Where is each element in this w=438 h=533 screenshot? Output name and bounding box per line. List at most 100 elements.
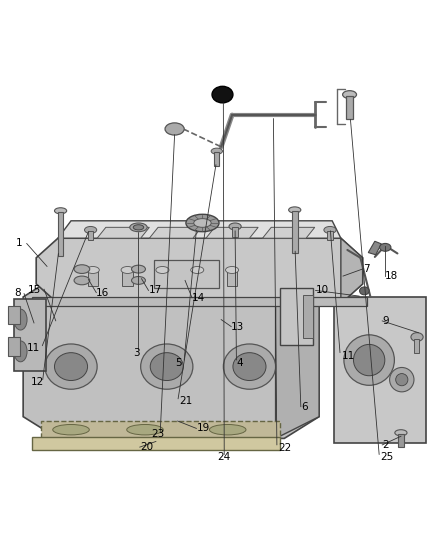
Ellipse shape <box>156 266 169 273</box>
Ellipse shape <box>233 353 266 381</box>
Polygon shape <box>32 297 367 305</box>
FancyBboxPatch shape <box>88 271 98 286</box>
Polygon shape <box>41 421 280 439</box>
Text: 1: 1 <box>15 238 22 247</box>
Text: 10: 10 <box>316 286 329 295</box>
Text: 21: 21 <box>179 397 192 407</box>
FancyBboxPatch shape <box>8 305 20 324</box>
Ellipse shape <box>141 344 193 389</box>
Text: 7: 7 <box>364 264 370 273</box>
Text: 3: 3 <box>133 348 140 358</box>
Polygon shape <box>32 437 280 450</box>
Text: 12: 12 <box>31 377 44 387</box>
Ellipse shape <box>191 266 204 273</box>
Ellipse shape <box>226 266 239 273</box>
Polygon shape <box>206 228 258 238</box>
Ellipse shape <box>353 344 385 376</box>
Polygon shape <box>58 221 341 238</box>
FancyBboxPatch shape <box>154 260 219 288</box>
FancyBboxPatch shape <box>57 212 63 256</box>
FancyBboxPatch shape <box>192 271 202 286</box>
Text: 15: 15 <box>28 286 42 295</box>
Ellipse shape <box>85 227 97 233</box>
Polygon shape <box>368 241 381 255</box>
Ellipse shape <box>14 309 27 330</box>
Ellipse shape <box>150 353 184 381</box>
Polygon shape <box>262 228 315 238</box>
Ellipse shape <box>127 424 163 435</box>
Ellipse shape <box>54 353 88 381</box>
Ellipse shape <box>131 277 145 284</box>
Text: 14: 14 <box>192 293 205 303</box>
Ellipse shape <box>289 207 301 213</box>
Ellipse shape <box>212 86 233 103</box>
Ellipse shape <box>390 367 414 392</box>
Text: 20: 20 <box>140 442 153 452</box>
FancyBboxPatch shape <box>14 299 46 371</box>
Text: 25: 25 <box>380 452 393 462</box>
FancyBboxPatch shape <box>292 211 298 254</box>
Ellipse shape <box>74 276 90 285</box>
Ellipse shape <box>360 287 369 295</box>
Ellipse shape <box>194 219 211 228</box>
Ellipse shape <box>53 424 89 435</box>
Ellipse shape <box>211 148 223 154</box>
Ellipse shape <box>86 266 99 273</box>
Ellipse shape <box>45 344 97 389</box>
Ellipse shape <box>121 266 134 273</box>
Polygon shape <box>334 297 426 443</box>
Ellipse shape <box>14 341 27 362</box>
FancyBboxPatch shape <box>233 228 238 237</box>
FancyBboxPatch shape <box>214 152 219 166</box>
Ellipse shape <box>223 344 276 389</box>
Ellipse shape <box>133 225 144 230</box>
Ellipse shape <box>131 265 145 273</box>
Text: 18: 18 <box>385 271 399 281</box>
Text: 22: 22 <box>278 443 291 454</box>
Text: 8: 8 <box>14 288 21 297</box>
FancyBboxPatch shape <box>398 434 403 447</box>
Ellipse shape <box>74 265 90 273</box>
Polygon shape <box>97 228 149 238</box>
Text: 2: 2 <box>382 440 389 450</box>
Polygon shape <box>58 258 319 275</box>
Ellipse shape <box>411 333 423 341</box>
Text: 23: 23 <box>152 429 165 439</box>
FancyBboxPatch shape <box>280 288 313 345</box>
FancyBboxPatch shape <box>122 271 133 286</box>
Polygon shape <box>36 238 363 303</box>
Polygon shape <box>341 238 363 303</box>
Ellipse shape <box>186 214 219 232</box>
Ellipse shape <box>380 244 391 251</box>
Text: 4: 4 <box>237 358 243 368</box>
FancyBboxPatch shape <box>303 295 313 338</box>
Ellipse shape <box>395 430 407 436</box>
FancyBboxPatch shape <box>327 231 332 239</box>
Text: 16: 16 <box>96 288 110 297</box>
Ellipse shape <box>324 227 336 233</box>
Ellipse shape <box>343 91 357 99</box>
Text: 6: 6 <box>301 402 307 411</box>
Polygon shape <box>149 228 201 238</box>
FancyBboxPatch shape <box>8 337 20 356</box>
Ellipse shape <box>130 223 147 232</box>
Ellipse shape <box>54 208 67 214</box>
Text: 19: 19 <box>196 423 210 433</box>
Ellipse shape <box>344 335 394 385</box>
Text: 11: 11 <box>26 343 40 353</box>
Text: 11: 11 <box>342 351 355 361</box>
Text: 13: 13 <box>231 321 244 332</box>
FancyBboxPatch shape <box>88 231 93 239</box>
Polygon shape <box>276 275 319 439</box>
Text: 24: 24 <box>217 452 230 462</box>
Text: 17: 17 <box>148 286 162 295</box>
FancyBboxPatch shape <box>413 339 419 353</box>
FancyBboxPatch shape <box>157 271 168 286</box>
Text: 5: 5 <box>175 358 182 368</box>
Ellipse shape <box>165 123 184 135</box>
FancyBboxPatch shape <box>346 96 353 118</box>
FancyBboxPatch shape <box>227 271 237 286</box>
Ellipse shape <box>396 374 408 386</box>
Ellipse shape <box>229 223 241 230</box>
Ellipse shape <box>209 424 246 435</box>
